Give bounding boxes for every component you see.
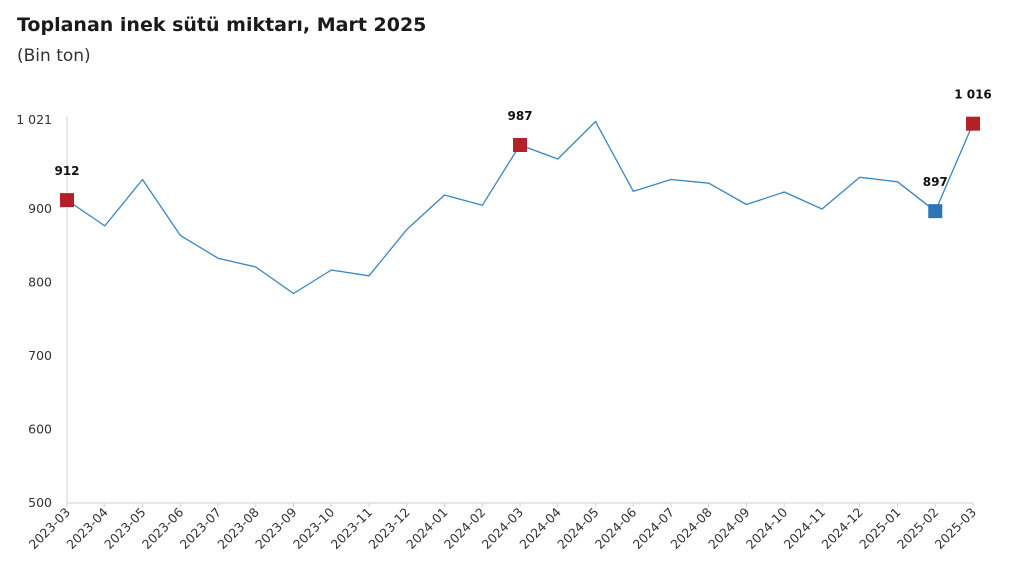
highlight-marker — [513, 137, 527, 152]
data-point — [707, 182, 710, 185]
data-label: 987 — [507, 109, 532, 123]
y-tick-label: 800 — [28, 274, 52, 289]
data-point — [745, 203, 748, 206]
y-tick-label: 900 — [28, 201, 52, 216]
highlight-marker — [928, 204, 943, 219]
y-tick-label: 700 — [28, 348, 52, 363]
data-point — [292, 292, 295, 295]
data-point — [141, 178, 144, 181]
data-point — [632, 190, 635, 193]
data-point — [821, 207, 824, 210]
data-point — [405, 228, 408, 231]
data-point — [330, 268, 333, 271]
y-tick-label: 1 021 — [16, 112, 52, 127]
data-point — [368, 274, 371, 277]
y-tick-label: 600 — [28, 421, 52, 436]
data-point — [783, 191, 786, 194]
x-tick-label: 2025-03 — [932, 505, 980, 553]
data-label: 897 — [923, 175, 948, 189]
chart-title: Toplanan inek sütü miktarı, Mart 2025 — [17, 14, 427, 36]
data-point — [896, 180, 899, 183]
highlight-marker — [60, 193, 74, 208]
data-point — [556, 157, 559, 160]
data-label: 1 016 — [954, 88, 992, 102]
data-point — [103, 224, 106, 227]
data-point — [179, 234, 182, 237]
data-label: 912 — [54, 164, 79, 178]
data-point — [670, 178, 673, 181]
data-point — [858, 176, 861, 179]
highlight-marker — [966, 116, 980, 131]
y-tick-label: 500 — [28, 495, 52, 510]
data-point — [481, 204, 484, 207]
data-point — [443, 193, 446, 196]
data-point — [254, 266, 257, 269]
chart-subtitle: (Bin ton) — [17, 46, 91, 66]
data-point — [217, 257, 220, 260]
data-point — [594, 120, 597, 123]
